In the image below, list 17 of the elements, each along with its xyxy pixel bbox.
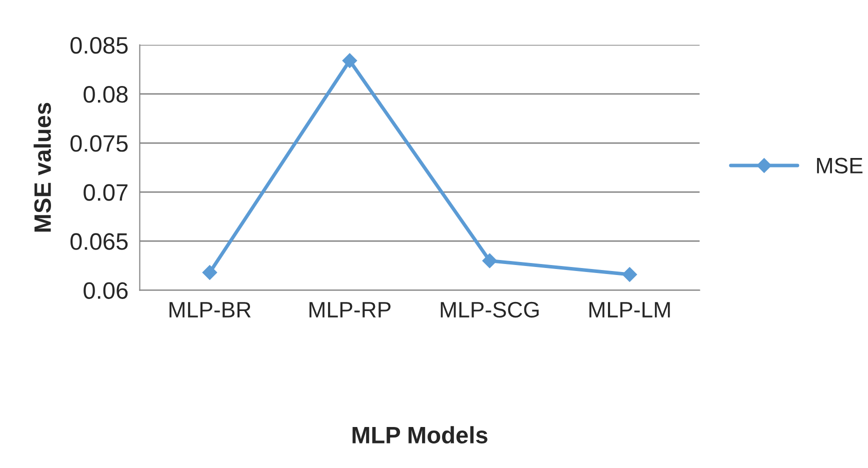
legend-label: MSE [817,158,862,174]
x-tick-label: MLP-LM [589,302,670,318]
x-tick-label: MLP-BR [170,302,251,318]
point [202,265,218,280]
y-tick-label: 0.085 [70,36,128,54]
point [482,253,498,268]
y-tick-label: 0.08 [84,86,128,103]
y-tick-label: 0.06 [84,282,128,299]
x-tick-label: MLP-SCG [440,302,539,318]
x-axis-title: MLP Models [352,426,488,444]
x-tick-label: MLP-RP [310,302,391,318]
y-tick-label: 0.075 [70,135,128,152]
y-tick-label: 0.065 [70,233,128,250]
point [622,267,638,282]
y-tick-label: 0.07 [84,184,128,201]
point [342,53,358,68]
y-axis-title: MSE values [34,102,51,232]
